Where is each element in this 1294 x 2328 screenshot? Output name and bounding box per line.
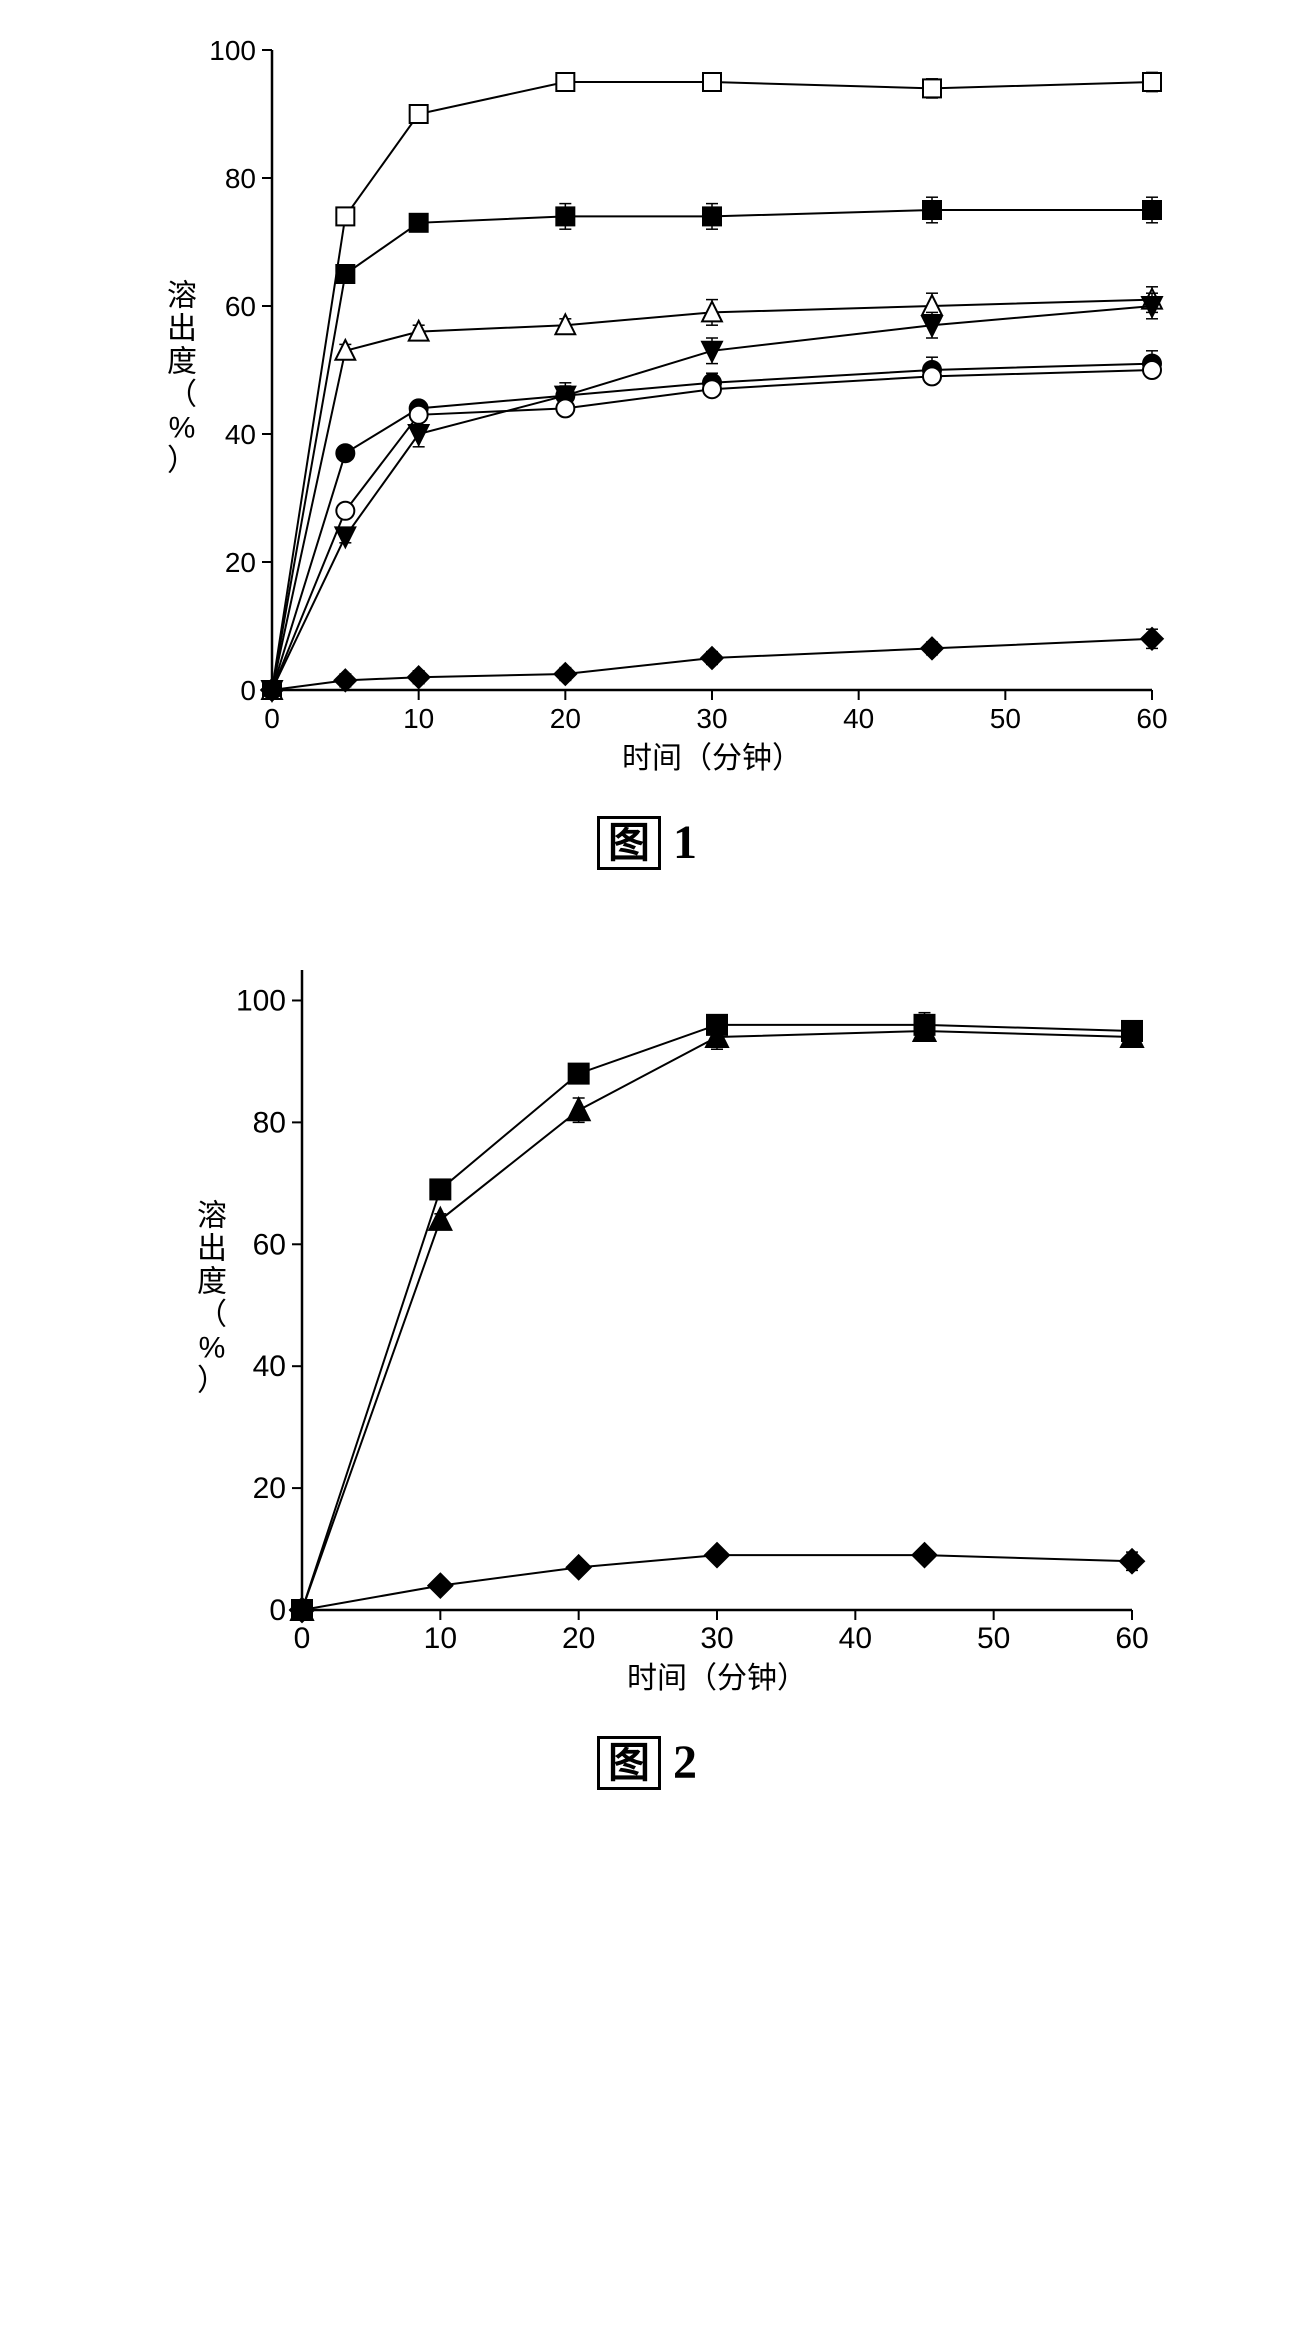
svg-text:出: 出 <box>167 313 197 346</box>
svg-text:60: 60 <box>1136 703 1167 734</box>
svg-text:50: 50 <box>977 1622 1010 1655</box>
svg-text:80: 80 <box>225 163 256 194</box>
svg-text:60: 60 <box>225 291 256 322</box>
svg-text:0: 0 <box>269 1594 286 1627</box>
svg-text:40: 40 <box>225 419 256 450</box>
svg-text:20: 20 <box>225 547 256 578</box>
svg-text:%: % <box>169 412 196 445</box>
figure-2: 0 10 20 30 40 50 60 0 20 40 60 80 100 时间（分钟） 溶出度（%） 图 … <box>30 950 1264 1790</box>
chart-1-svg: 0 10 20 30 40 50 60 0 20 40 60 80 100 时间（分钟） 溶出度（%） <box>122 30 1172 780</box>
svg-text:时间（分钟）: 时间（分钟） <box>622 742 802 775</box>
svg-text:（: （ <box>167 379 197 412</box>
figure-1: 0 10 20 30 40 50 60 0 20 40 60 80 100 时间（分钟） 溶出度（%） 图 … <box>30 30 1264 870</box>
svg-text:80: 80 <box>253 1106 286 1139</box>
svg-text:30: 30 <box>696 703 727 734</box>
svg-text:度: 度 <box>167 346 197 379</box>
chart-2: 0 10 20 30 40 50 60 0 20 40 60 80 100 时间（分钟） 溶出度（%） <box>122 950 1172 1705</box>
figure-1-caption: 图 1 <box>30 815 1264 870</box>
svg-text:40: 40 <box>839 1622 872 1655</box>
svg-text:100: 100 <box>236 984 286 1017</box>
svg-text:40: 40 <box>253 1350 286 1383</box>
figure-char: 图 <box>597 816 661 870</box>
figure-2-caption: 图 2 <box>30 1735 1264 1790</box>
svg-text:40: 40 <box>843 703 874 734</box>
chart-1: 0 10 20 30 40 50 60 0 20 40 60 80 100 时间（分钟） 溶出度（%） <box>122 30 1172 785</box>
svg-text:0: 0 <box>264 703 280 734</box>
svg-text:溶: 溶 <box>197 1200 227 1233</box>
svg-text:（: （ <box>197 1299 227 1332</box>
figure-char: 图 <box>597 1736 661 1790</box>
svg-text:出: 出 <box>197 1233 227 1266</box>
svg-text:%: % <box>199 1332 226 1365</box>
figure-number: 2 <box>673 1735 697 1790</box>
svg-text:0: 0 <box>294 1622 311 1655</box>
svg-text:溶: 溶 <box>167 280 197 313</box>
svg-text:50: 50 <box>990 703 1021 734</box>
svg-text:度: 度 <box>197 1266 227 1299</box>
svg-text:）: ） <box>197 1365 227 1398</box>
svg-text:时间（分钟）: 时间（分钟） <box>627 1662 807 1695</box>
svg-text:100: 100 <box>209 35 256 66</box>
svg-text:0: 0 <box>240 675 256 706</box>
svg-text:60: 60 <box>1115 1622 1148 1655</box>
svg-text:30: 30 <box>700 1622 733 1655</box>
svg-text:20: 20 <box>562 1622 595 1655</box>
svg-text:10: 10 <box>403 703 434 734</box>
chart-2-svg: 0 10 20 30 40 50 60 0 20 40 60 80 100 时间（分钟） 溶出度（%） <box>122 950 1172 1700</box>
svg-text:20: 20 <box>550 703 581 734</box>
svg-text:）: ） <box>167 445 197 478</box>
svg-text:20: 20 <box>253 1472 286 1505</box>
svg-text:60: 60 <box>253 1228 286 1261</box>
figure-number: 1 <box>673 815 697 870</box>
svg-text:10: 10 <box>424 1622 457 1655</box>
